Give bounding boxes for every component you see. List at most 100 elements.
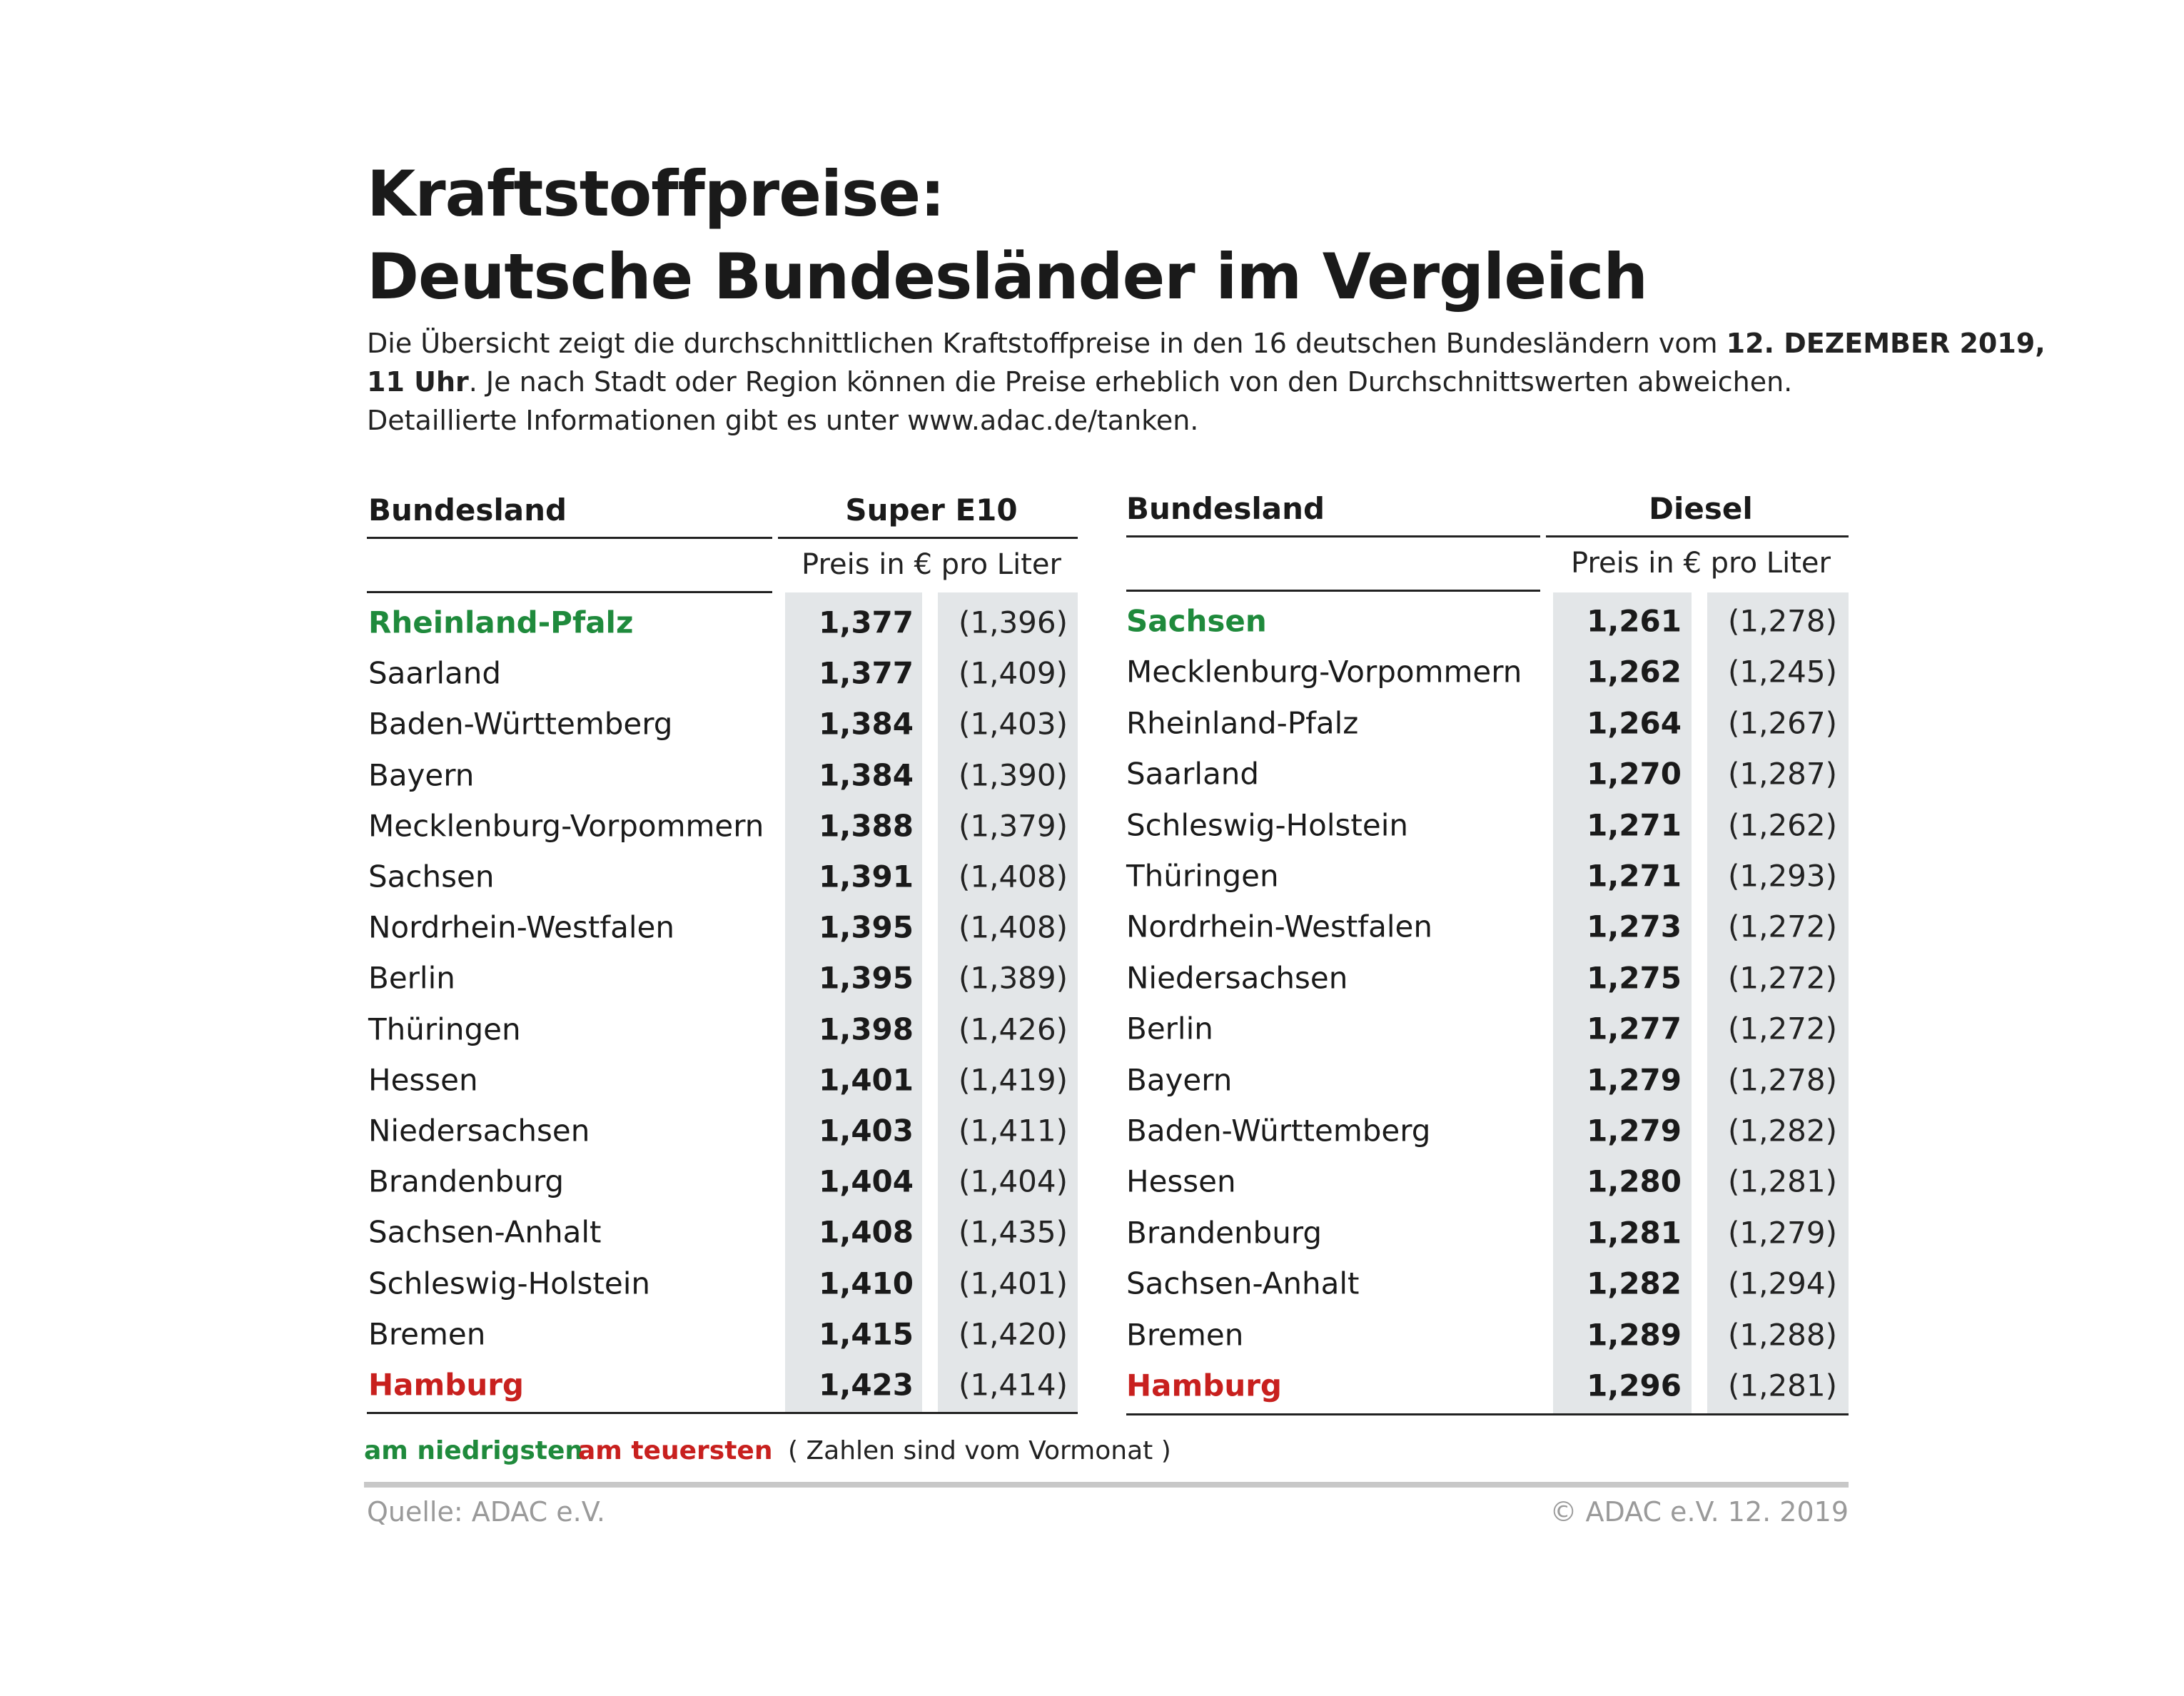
table-row: Hamburg 1,296 (1,281) — [1126, 1360, 1849, 1411]
header-rule — [778, 537, 1078, 539]
current-price: 1,289 — [1587, 1317, 1682, 1353]
table-row: Saarland 1,270 (1,287) — [1126, 748, 1849, 799]
current-price: 1,377 — [819, 605, 914, 640]
current-price: 1,423 — [819, 1367, 914, 1403]
state-name: Mecklenburg-Vorpommern — [1126, 654, 1522, 690]
state-name: Sachsen-Anhalt — [1126, 1266, 1360, 1301]
table-row: Hamburg 1,423 (1,414) — [368, 1359, 1078, 1410]
previous-month-price: (1,272) — [1727, 960, 1837, 996]
column-header-fuel: Diesel — [1649, 491, 1753, 526]
current-price: 1,270 — [1587, 756, 1682, 792]
table-row: Rheinland-Pfalz 1,264 (1,267) — [1126, 697, 1849, 749]
state-name: Bremen — [368, 1316, 486, 1352]
unit-label: Preis in € pro Liter — [1571, 547, 1831, 580]
state-name: Baden-Württemberg — [1126, 1113, 1431, 1149]
state-name: Rheinland-Pfalz — [368, 605, 634, 640]
current-price: 1,377 — [819, 655, 914, 691]
state-name: Nordrhein-Westfalen — [1126, 909, 1432, 944]
state-name: Hessen — [368, 1062, 478, 1098]
previous-month-price: (1,403) — [958, 706, 1068, 742]
previous-month-price: (1,396) — [958, 605, 1068, 640]
current-price: 1,410 — [819, 1266, 914, 1301]
table-row: Baden-Württemberg 1,384 (1,403) — [368, 698, 1078, 749]
previous-month-price: (1,267) — [1727, 705, 1837, 741]
previous-month-price: (1,281) — [1727, 1164, 1837, 1199]
table-row: Thüringen 1,398 (1,426) — [368, 1004, 1078, 1055]
intro-date: 12. DEZEMBER 2019, — [1726, 328, 2046, 359]
header-rule — [1126, 535, 1540, 537]
current-price: 1,282 — [1587, 1266, 1682, 1301]
current-price: 1,388 — [819, 808, 914, 844]
table-row: Bremen 1,289 (1,288) — [1126, 1309, 1849, 1361]
table-row: Sachsen 1,261 (1,278) — [1126, 595, 1849, 647]
legend-lowest: am niedrigsten — [364, 1436, 584, 1465]
table-row: Mecklenburg-Vorpommern 1,388 (1,379) — [368, 800, 1078, 852]
current-price: 1,279 — [1587, 1062, 1682, 1098]
state-name: Sachsen — [1126, 603, 1267, 639]
price-column-background — [785, 592, 922, 1413]
previous-column-background — [1707, 592, 1849, 1413]
legend-highest: am teuersten — [578, 1436, 773, 1465]
state-name: Saarland — [1126, 756, 1260, 792]
previous-month-price: (1,435) — [958, 1214, 1068, 1250]
previous-month-price: (1,408) — [958, 859, 1068, 894]
current-price: 1,404 — [819, 1164, 914, 1199]
state-name: Brandenburg — [1126, 1215, 1323, 1251]
current-price: 1,296 — [1587, 1368, 1682, 1403]
legend-note: ( Zahlen sind vom Vormonat ) — [788, 1436, 1171, 1465]
table-row: Bayern 1,279 (1,278) — [1126, 1054, 1849, 1106]
state-name: Berlin — [368, 960, 455, 996]
previous-month-price: (1,282) — [1727, 1113, 1837, 1149]
state-name: Bayern — [1126, 1062, 1233, 1098]
intro-time: 11 Uhr — [367, 366, 469, 398]
current-price: 1,264 — [1587, 705, 1682, 741]
previous-month-price: (1,279) — [1727, 1215, 1837, 1251]
current-price: 1,271 — [1587, 807, 1682, 843]
state-name: Niedersachsen — [368, 1113, 590, 1149]
table-row: Brandenburg 1,404 (1,404) — [368, 1156, 1078, 1207]
state-name: Thüringen — [368, 1011, 521, 1047]
previous-month-price: (1,426) — [958, 1011, 1068, 1047]
intro-text-2: . Je nach Stadt oder Region können die P… — [468, 366, 1793, 398]
current-price: 1,261 — [1587, 603, 1682, 639]
current-price: 1,403 — [819, 1113, 914, 1149]
current-price: 1,281 — [1587, 1215, 1682, 1251]
previous-month-price: (1,288) — [1727, 1317, 1837, 1353]
current-price: 1,262 — [1587, 654, 1682, 690]
state-name: Rheinland-Pfalz — [1126, 705, 1359, 741]
state-name: Bremen — [1126, 1317, 1244, 1353]
state-name: Schleswig-Holstein — [368, 1266, 651, 1301]
previous-month-price: (1,294) — [1727, 1266, 1837, 1301]
state-name: Berlin — [1126, 1011, 1213, 1046]
previous-month-price: (1,408) — [958, 909, 1068, 945]
current-price: 1,391 — [819, 859, 914, 894]
table-row: Berlin 1,395 (1,389) — [368, 952, 1078, 1004]
intro-line-3: Detaillierte Informationen gibt es unter… — [367, 405, 1199, 436]
header-rule — [367, 537, 772, 539]
current-price: 1,408 — [819, 1214, 914, 1250]
previous-month-price: (1,287) — [1727, 756, 1837, 792]
intro-text-1: Die Übersicht zeigt die durchschnittlich… — [367, 328, 1727, 359]
state-name: Niedersachsen — [1126, 960, 1348, 996]
state-name: Schleswig-Holstein — [1126, 807, 1409, 843]
table-row: Bremen 1,415 (1,420) — [368, 1308, 1078, 1360]
previous-month-price: (1,272) — [1727, 909, 1837, 944]
table-row: Sachsen-Anhalt 1,408 (1,435) — [368, 1206, 1078, 1258]
current-price: 1,401 — [819, 1062, 914, 1098]
state-name: Bayern — [368, 757, 475, 793]
current-price: 1,398 — [819, 1011, 914, 1047]
source-label: Quelle: ADAC e.V. — [367, 1496, 605, 1528]
table-row: Niedersachsen 1,403 (1,411) — [368, 1105, 1078, 1156]
current-price: 1,271 — [1587, 858, 1682, 894]
previous-column-background — [938, 592, 1078, 1413]
previous-month-price: (1,278) — [1727, 1062, 1837, 1098]
table-bottom-rule — [1126, 1413, 1849, 1415]
previous-month-price: (1,389) — [958, 960, 1068, 996]
previous-month-price: (1,409) — [958, 655, 1068, 691]
table-row: Sachsen-Anhalt 1,282 (1,294) — [1126, 1258, 1849, 1309]
state-name: Hamburg — [368, 1367, 524, 1403]
price-column-background — [1553, 592, 1692, 1413]
previous-month-price: (1,281) — [1727, 1368, 1837, 1403]
previous-month-price: (1,420) — [958, 1316, 1068, 1352]
current-price: 1,384 — [819, 757, 914, 793]
